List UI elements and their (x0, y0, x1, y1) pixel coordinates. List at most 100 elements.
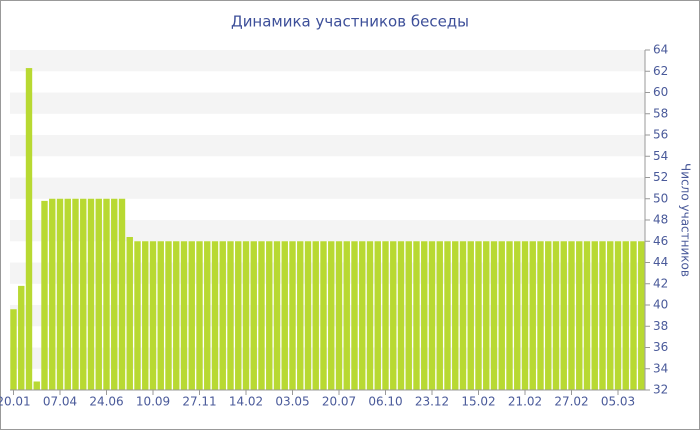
bar (157, 241, 164, 390)
bar (552, 241, 560, 390)
x-tick-label: 21.02 (508, 395, 542, 409)
bar (196, 241, 203, 390)
bar (374, 241, 381, 390)
grid-band (10, 50, 645, 72)
grid-band (10, 220, 645, 242)
bar (111, 198, 118, 390)
bar (366, 241, 374, 390)
bar (165, 241, 172, 390)
bar (80, 198, 87, 390)
y-tick-label: 38 (653, 319, 668, 333)
bar (103, 198, 110, 390)
bar (126, 237, 133, 390)
bar (630, 241, 637, 390)
bar (72, 198, 79, 390)
bar (87, 198, 95, 390)
x-tick-label: 15.02 (461, 395, 495, 409)
bar (211, 241, 219, 390)
bar (95, 198, 102, 390)
bar (18, 285, 25, 390)
bar (498, 241, 505, 390)
bar (49, 198, 56, 390)
bar (444, 241, 451, 390)
bar (514, 241, 521, 390)
bar (227, 241, 234, 390)
grid-band (10, 92, 645, 114)
bar (421, 241, 428, 390)
x-tick-label: 05.03 (601, 395, 635, 409)
bar (180, 241, 188, 390)
bar (545, 241, 552, 390)
bar (312, 241, 319, 390)
x-tick-label: 27.02 (554, 395, 588, 409)
bar (149, 241, 157, 390)
bar (142, 241, 149, 390)
bar (343, 241, 350, 390)
bar (173, 241, 180, 390)
bar (483, 241, 490, 390)
bar (452, 241, 459, 390)
bar (56, 198, 64, 390)
bar (359, 241, 366, 390)
bar (638, 241, 645, 390)
y-tick-label: 34 (653, 361, 668, 375)
bar (10, 309, 17, 390)
bar (413, 241, 420, 390)
y-tick-label: 56 (653, 128, 668, 142)
bar (134, 241, 141, 390)
grid-band (10, 177, 645, 199)
grid-band (10, 135, 645, 157)
x-tick-label: 23.12 (415, 395, 449, 409)
bar (529, 241, 536, 390)
x-tick-label: 03.05 (275, 395, 309, 409)
x-tick-label: 20.01 (0, 395, 31, 409)
bar (25, 68, 33, 390)
bar (390, 241, 397, 390)
bar (235, 241, 242, 390)
bar (591, 241, 598, 390)
bar (506, 241, 513, 390)
y-tick-label: 58 (653, 106, 668, 120)
y-axis-label: Число участников (679, 163, 693, 277)
bar (328, 241, 335, 390)
bar (351, 241, 358, 390)
x-tick-label: 24.06 (89, 395, 123, 409)
x-tick-label: 06.10 (368, 395, 402, 409)
bar (568, 241, 575, 390)
bar (537, 241, 544, 390)
y-tick-label: 62 (653, 64, 668, 78)
chart-title: Динамика участников беседы (231, 13, 469, 31)
bar (436, 241, 443, 390)
bar (521, 241, 529, 390)
bar (475, 241, 482, 390)
x-tick-label: 27.11 (182, 395, 216, 409)
y-tick-label: 40 (653, 298, 668, 312)
bar (258, 241, 265, 390)
bar (467, 241, 474, 390)
y-tick-label: 36 (653, 340, 668, 354)
y-tick-label: 64 (653, 43, 668, 57)
y-tick-label: 60 (653, 85, 668, 99)
y-tick-label: 32 (653, 383, 668, 397)
bar (188, 241, 195, 390)
x-tick-label: 14.02 (229, 395, 263, 409)
bar (64, 198, 71, 390)
bar (382, 241, 389, 390)
bar (397, 241, 405, 390)
x-tick-label: 07.04 (43, 395, 77, 409)
bar (405, 241, 412, 390)
bar (490, 241, 498, 390)
bar (242, 241, 250, 390)
bar (614, 241, 622, 390)
bar (599, 241, 606, 390)
x-tick-label: 20.07 (322, 395, 356, 409)
bar (428, 241, 436, 390)
bar (33, 381, 40, 390)
bar (266, 241, 273, 390)
bar (622, 241, 629, 390)
bar (219, 241, 226, 390)
bar (459, 241, 467, 390)
bar (118, 198, 126, 390)
bar (304, 241, 312, 390)
